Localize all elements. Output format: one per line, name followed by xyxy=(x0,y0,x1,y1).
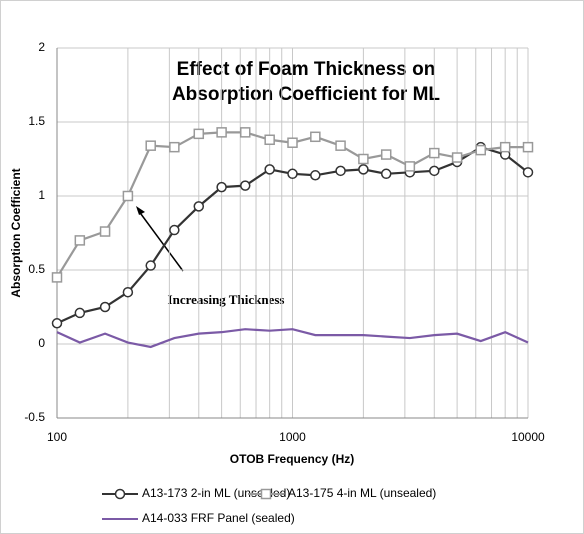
marker xyxy=(51,318,63,329)
marker xyxy=(74,235,86,246)
marker xyxy=(193,128,205,140)
marker xyxy=(99,301,111,313)
annotation: Increasing Thickness xyxy=(168,292,285,307)
marker xyxy=(358,153,369,165)
marker xyxy=(264,164,275,175)
marker xyxy=(122,286,134,298)
series-line xyxy=(56,328,529,349)
chart-title: Effect of Foam Thickness on xyxy=(177,59,436,80)
marker xyxy=(429,147,440,159)
y-tick-label: 1.5 xyxy=(28,114,45,128)
marker xyxy=(522,167,534,178)
marker xyxy=(264,134,275,146)
y-tick-label: 2 xyxy=(38,40,45,54)
chart-title: Absorption Coefficient for ML xyxy=(172,84,440,105)
marker xyxy=(380,149,392,160)
y-tick-label: 1 xyxy=(38,188,45,202)
marker xyxy=(499,141,511,153)
marker xyxy=(145,260,156,271)
marker xyxy=(74,307,86,319)
x-axis-label: OTOB Frequency (Hz) xyxy=(230,452,354,466)
marker xyxy=(335,140,346,151)
arrow xyxy=(137,209,184,272)
marker xyxy=(239,127,251,138)
marker xyxy=(99,226,111,237)
marker xyxy=(380,168,392,180)
marker xyxy=(335,165,346,177)
legend-label: A13-173 2-in ML (unsealed) xyxy=(142,486,290,500)
marker xyxy=(522,141,534,153)
x-tick-label: 100 xyxy=(47,430,67,444)
marker xyxy=(287,168,298,180)
marker xyxy=(358,164,369,175)
legend-marker xyxy=(114,488,126,500)
marker xyxy=(429,165,440,177)
marker xyxy=(169,141,180,153)
x-tick-label: 1000 xyxy=(279,430,306,444)
marker xyxy=(216,127,227,138)
marker xyxy=(239,180,251,191)
marker xyxy=(310,131,321,143)
legend-marker xyxy=(260,488,272,500)
marker xyxy=(287,137,298,148)
marker xyxy=(451,152,463,163)
marker xyxy=(216,181,227,193)
marker xyxy=(169,224,180,236)
marker xyxy=(404,161,416,172)
legend-label: A14-033 FRF Panel (sealed) xyxy=(142,511,295,525)
marker xyxy=(145,140,156,151)
arrow-head xyxy=(136,206,145,215)
y-tick-label: 0 xyxy=(38,336,45,350)
y-tick-label: -0.5 xyxy=(24,410,45,424)
marker xyxy=(475,144,486,156)
marker xyxy=(193,201,205,212)
y-tick-label: 0.5 xyxy=(28,262,45,276)
legend-label: A13-175 4-in ML (unsealed) xyxy=(288,486,436,500)
x-tick-label: 10000 xyxy=(511,430,545,444)
marker xyxy=(51,272,63,283)
marker xyxy=(122,190,134,202)
marker xyxy=(310,170,321,181)
y-axis-label: Absorption Coefficient xyxy=(9,168,23,297)
